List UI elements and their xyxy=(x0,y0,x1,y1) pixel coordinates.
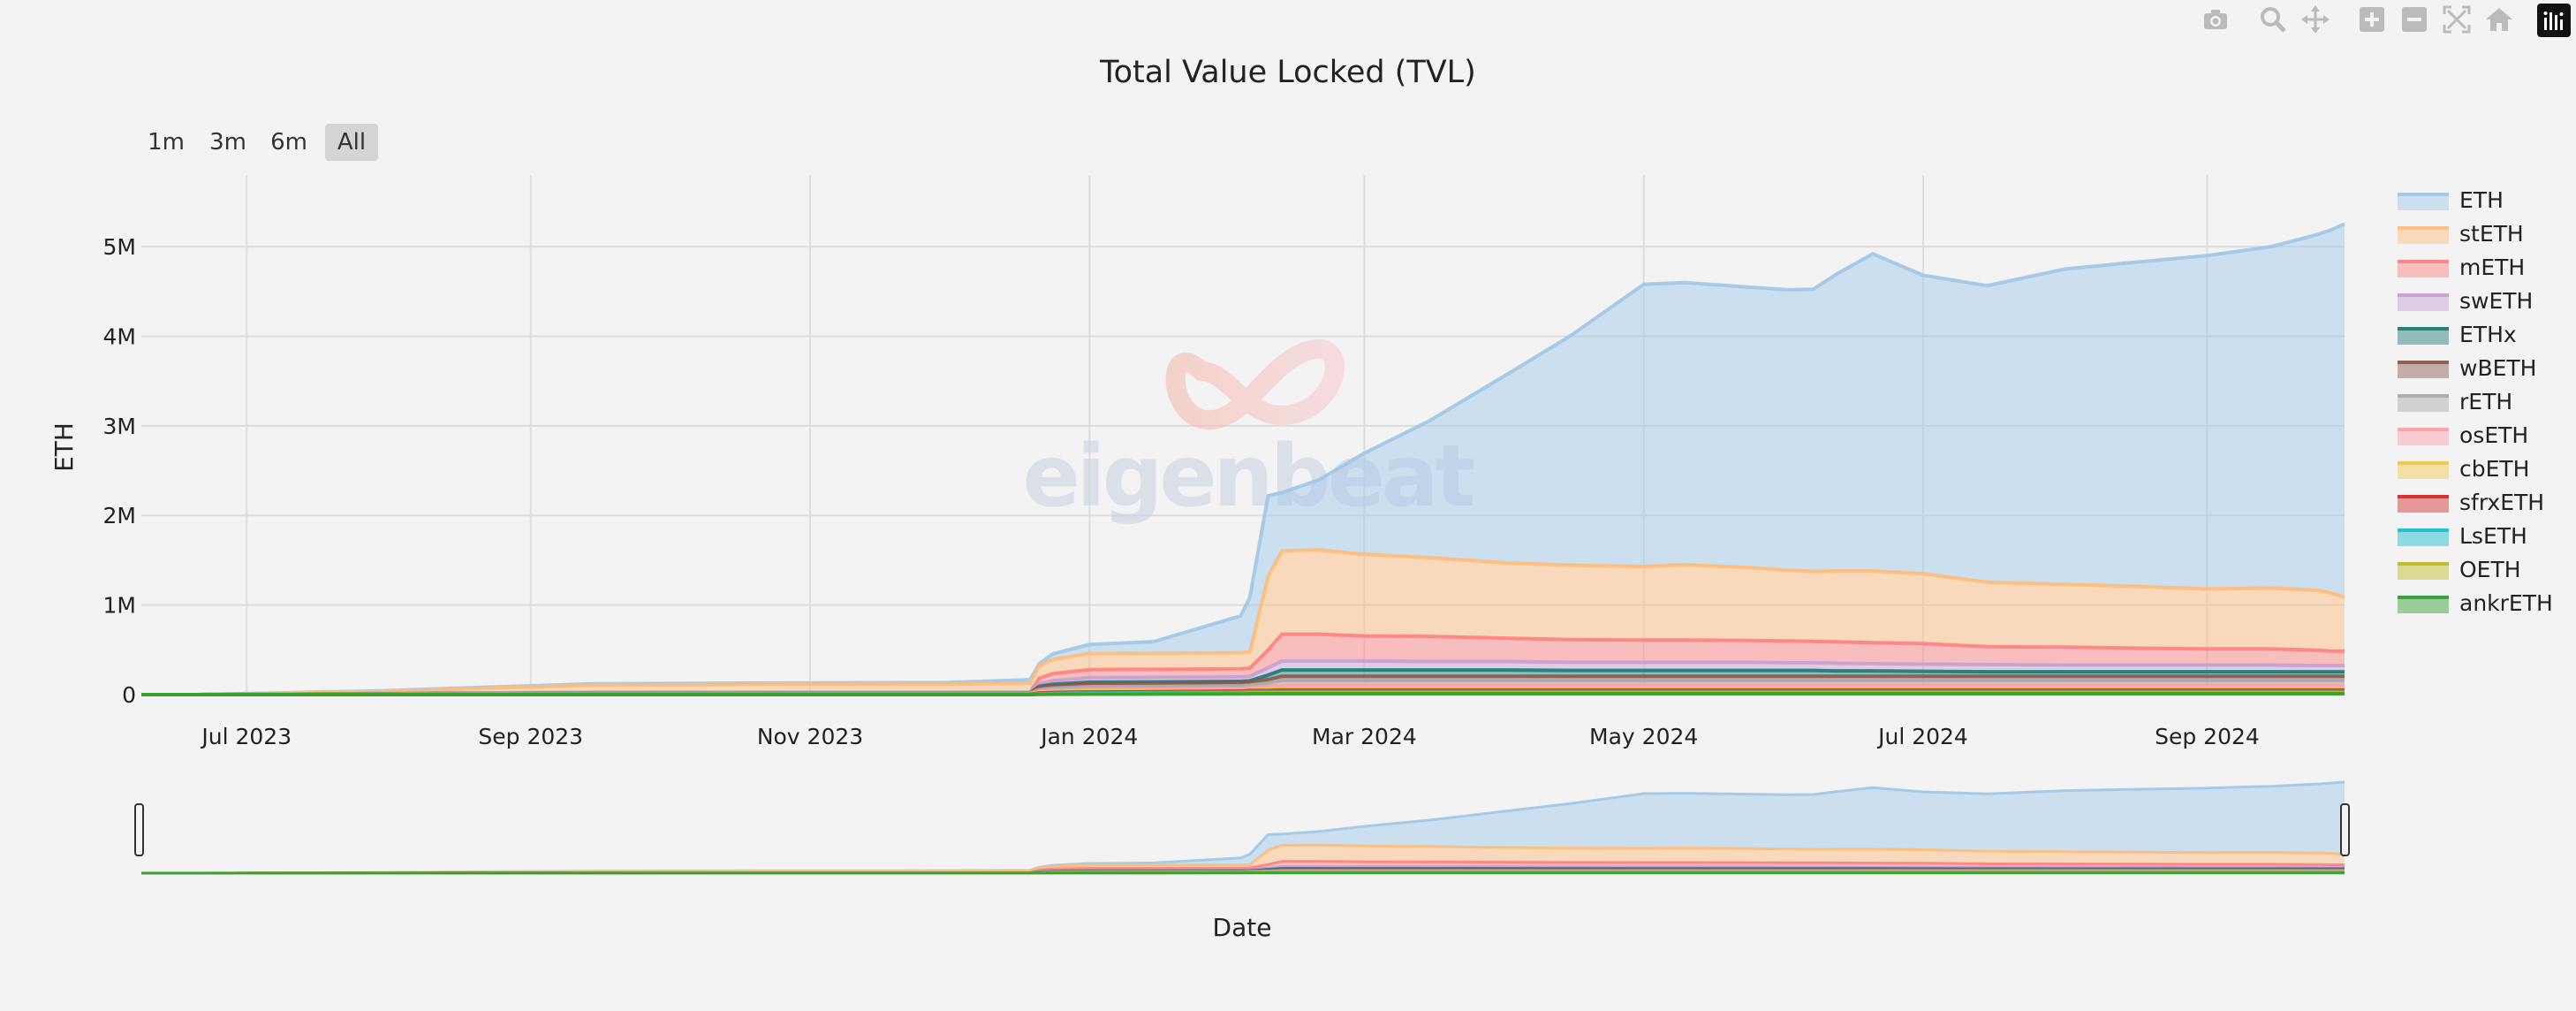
legend-label: rETH xyxy=(2459,389,2513,414)
reset-axes-icon[interactable] xyxy=(2483,4,2515,35)
legend-swatch xyxy=(2398,428,2449,445)
legend-label: ETH xyxy=(2459,187,2504,213)
legend-item-sweth[interactable]: swETH xyxy=(2394,286,2571,318)
legend-item-meth[interactable]: mETH xyxy=(2394,253,2571,285)
y-tick-label: 3M xyxy=(103,414,136,439)
x-axis-ticks: Jul 2023 Sep 2023 Nov 2023 Jan 2024 Mar 2024… xyxy=(200,724,2259,749)
range-slider-preview xyxy=(141,780,2345,875)
slider-series-steth-area xyxy=(141,845,2345,873)
legend-label: OETH xyxy=(2459,557,2521,582)
legend-label: sfrxETH xyxy=(2459,490,2545,515)
range-slider-right-handle[interactable] xyxy=(2340,803,2350,856)
slider-series-eth-area xyxy=(141,781,2345,873)
legend-swatch xyxy=(2398,226,2449,244)
legend-swatch xyxy=(2398,495,2449,513)
x-tick-label: Sep 2023 xyxy=(478,724,583,749)
y-tick-label: 1M xyxy=(103,593,136,619)
legend-swatch xyxy=(2398,528,2449,546)
y-tick-label: 4M xyxy=(103,323,136,349)
x-tick-label: Nov 2023 xyxy=(757,724,863,749)
range-slider-left-handle[interactable] xyxy=(134,803,144,856)
zoom-in-icon[interactable] xyxy=(2356,4,2388,35)
x-tick-label: Mar 2024 xyxy=(1312,724,1417,749)
legend-item-cbeth[interactable]: cbETH xyxy=(2394,454,2571,486)
legend-label: swETH xyxy=(2459,288,2534,314)
legend-label: ankrETH xyxy=(2459,590,2553,616)
legend-swatch xyxy=(2398,596,2449,613)
plotly-logo-icon[interactable] xyxy=(2537,4,2571,37)
y-axis-title: ETH xyxy=(49,422,79,472)
eigenbeat-watermark: eigenbeat xyxy=(1023,339,1477,526)
legend-label: LsETH xyxy=(2459,523,2527,549)
legend-item-sfrxeth[interactable]: sfrxETH xyxy=(2394,488,2571,520)
range-slider[interactable] xyxy=(134,780,2350,875)
legend-swatch xyxy=(2398,260,2449,277)
x-tick-label: Jan 2024 xyxy=(1039,724,1138,749)
legend-item-steth[interactable]: stETH xyxy=(2394,219,2571,251)
range-button-3m[interactable]: 3m xyxy=(209,129,246,156)
legend-swatch xyxy=(2398,394,2449,412)
zoom-out-icon[interactable] xyxy=(2398,4,2430,35)
x-tick-label: Sep 2024 xyxy=(2155,724,2260,749)
y-tick-label: 5M xyxy=(103,234,136,260)
x-tick-label: May 2024 xyxy=(1589,724,1698,749)
legend-swatch xyxy=(2398,461,2449,479)
legend-item-lseth[interactable]: LsETH xyxy=(2394,521,2571,553)
legend-swatch xyxy=(2398,293,2449,311)
x-tick-label: Jul 2023 xyxy=(200,724,292,749)
legend-item-oeth[interactable]: OETH xyxy=(2394,555,2571,587)
legend-label: stETH xyxy=(2459,221,2524,247)
legend-item-ankreth[interactable]: ankrETH xyxy=(2394,589,2571,620)
slider-series-meth-area xyxy=(141,861,2345,873)
legend-swatch xyxy=(2398,327,2449,345)
autoscale-icon[interactable] xyxy=(2441,4,2473,35)
legend-swatch xyxy=(2398,361,2449,378)
camera-icon[interactable] xyxy=(2200,4,2231,35)
legend-item-reth[interactable]: rETH xyxy=(2394,387,2571,419)
stacked-areas xyxy=(141,222,2345,696)
series-meth-area xyxy=(141,634,2345,695)
legend-label: cbETH xyxy=(2459,456,2530,482)
series-eth-area xyxy=(141,224,2345,696)
pan-icon[interactable] xyxy=(2299,4,2331,35)
legend-label: mETH xyxy=(2459,255,2526,280)
chart-title: Total Value Locked (TVL) xyxy=(1100,55,1476,90)
series-steth-line xyxy=(141,548,2345,696)
slider-series-steth-line xyxy=(141,843,2345,875)
series-steth-area xyxy=(141,550,2345,695)
legend-swatch xyxy=(2398,562,2449,580)
range-button-6m[interactable]: 6m xyxy=(270,129,307,156)
legend-item-oseth[interactable]: osETH xyxy=(2394,421,2571,452)
x-axis-title: Date xyxy=(1213,913,1272,942)
svg-text:eigenbeat: eigenbeat xyxy=(1023,427,1474,526)
legend-item-eth[interactable]: ETH xyxy=(2394,186,2571,217)
series-ankreth-line xyxy=(141,692,2345,696)
range-button-all[interactable]: All xyxy=(325,124,378,161)
zoom-icon[interactable] xyxy=(2257,4,2289,35)
legend-swatch xyxy=(2398,193,2449,210)
legend-item-ethx[interactable]: ETHx xyxy=(2394,320,2571,352)
y-tick-label: 2M xyxy=(103,503,136,528)
x-tick-label: Jul 2024 xyxy=(1876,724,1968,749)
range-button-1m[interactable]: 1m xyxy=(148,129,185,156)
y-axis-ticks: 0 1M 2M 3M 4M 5M xyxy=(103,234,136,708)
legend-label: osETH xyxy=(2459,422,2529,448)
legend-item-wbeth[interactable]: wBETH xyxy=(2394,353,2571,385)
legend-label: wBETH xyxy=(2459,355,2537,381)
legend-label: ETHx xyxy=(2459,322,2517,347)
y-tick-label: 0 xyxy=(122,682,136,708)
